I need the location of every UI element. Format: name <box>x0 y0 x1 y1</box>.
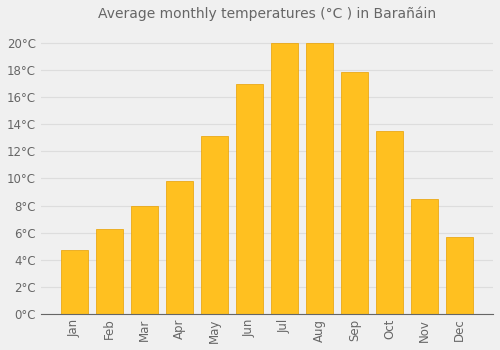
Bar <box>376 131 402 314</box>
Bar <box>166 181 192 314</box>
Bar <box>132 205 158 314</box>
Bar <box>96 229 122 314</box>
Bar <box>272 43 297 314</box>
Bar <box>412 199 438 314</box>
Title: Average monthly temperatures (°C ) in Barañáin: Average monthly temperatures (°C ) in Ba… <box>98 7 436 21</box>
Bar <box>202 136 228 314</box>
Bar <box>342 71 367 314</box>
Bar <box>62 250 88 314</box>
Bar <box>306 43 332 314</box>
Bar <box>236 84 262 314</box>
Bar <box>446 237 472 314</box>
